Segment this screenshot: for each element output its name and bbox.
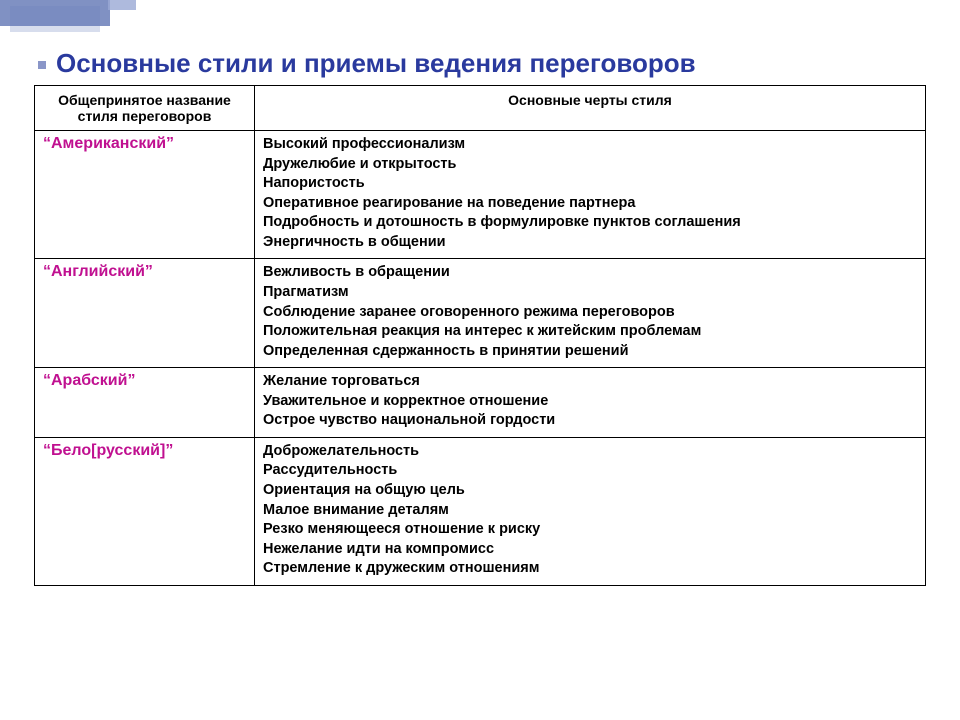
feature-line: Определенная сдержанность в принятии реш… xyxy=(263,342,917,362)
col-header-features: Основные черты стиля xyxy=(255,86,926,131)
style-name-cell: “Арабский” xyxy=(35,368,255,438)
feature-line: Малое внимание деталям xyxy=(263,501,917,521)
feature-line: Энергичность в общении xyxy=(263,233,917,253)
table-row: “Американский”Высокий профессионализмДру… xyxy=(35,131,926,259)
table-header-row: Общепринятое название стиля переговоров … xyxy=(35,86,926,131)
style-name-cell: “Бело[русский]” xyxy=(35,437,255,585)
features-cell: Вежливость в обращенииПрагматизмСоблюден… xyxy=(255,259,926,368)
feature-line: Рассудительность xyxy=(263,461,917,481)
deco-rect xyxy=(0,0,110,26)
feature-line: Вежливость в обращении xyxy=(263,263,917,283)
feature-line: Положительная реакция на интерес к житей… xyxy=(263,322,917,342)
feature-line: Острое чувство национальной гордости xyxy=(263,411,917,431)
deco-rect xyxy=(108,0,136,10)
col-header-name: Общепринятое название стиля переговоров xyxy=(35,86,255,131)
table-row: “Английский”Вежливость в обращенииПрагма… xyxy=(35,259,926,368)
feature-line: Оперативное реагирование на поведение па… xyxy=(263,194,917,214)
title-bullet-icon xyxy=(38,61,46,69)
features-cell: Желание торговатьсяУважительное и коррек… xyxy=(255,368,926,438)
feature-line: Ориентация на общую цель xyxy=(263,481,917,501)
features-cell: Высокий профессионализмДружелюбие и откр… xyxy=(255,131,926,259)
feature-line: Соблюдение заранее оговоренного режима п… xyxy=(263,303,917,323)
table-row: “Арабский”Желание торговатьсяУважительно… xyxy=(35,368,926,438)
feature-line: Резко меняющееся отношение к риску xyxy=(263,520,917,540)
decorative-header xyxy=(0,0,960,40)
feature-line: Нежелание идти на компромисс xyxy=(263,540,917,560)
style-name-cell: “Американский” xyxy=(35,131,255,259)
table-row: “Бело[русский]”ДоброжелательностьРассуди… xyxy=(35,437,926,585)
feature-line: Стремление к дружеским отношениям xyxy=(263,559,917,579)
feature-line: Прагматизм xyxy=(263,283,917,303)
style-name-cell: “Английский” xyxy=(35,259,255,368)
feature-line: Желание торговаться xyxy=(263,372,917,392)
title-text: Основные стили и приемы ведения перегово… xyxy=(56,48,696,78)
slide-title: Основные стили и приемы ведения перегово… xyxy=(38,48,926,79)
styles-table: Общепринятое название стиля переговоров … xyxy=(34,85,926,586)
features-cell: ДоброжелательностьРассудительностьОриент… xyxy=(255,437,926,585)
slide-content: Основные стили и приемы ведения перегово… xyxy=(34,48,926,586)
table-body: “Американский”Высокий профессионализмДру… xyxy=(35,131,926,586)
feature-line: Доброжелательность xyxy=(263,442,917,462)
feature-line: Уважительное и корректное отношение xyxy=(263,392,917,412)
feature-line: Дружелюбие и открытость xyxy=(263,155,917,175)
feature-line: Подробность и дотошность в формулировке … xyxy=(263,213,917,233)
feature-line: Высокий профессионализм xyxy=(263,135,917,155)
feature-line: Напористость xyxy=(263,174,917,194)
